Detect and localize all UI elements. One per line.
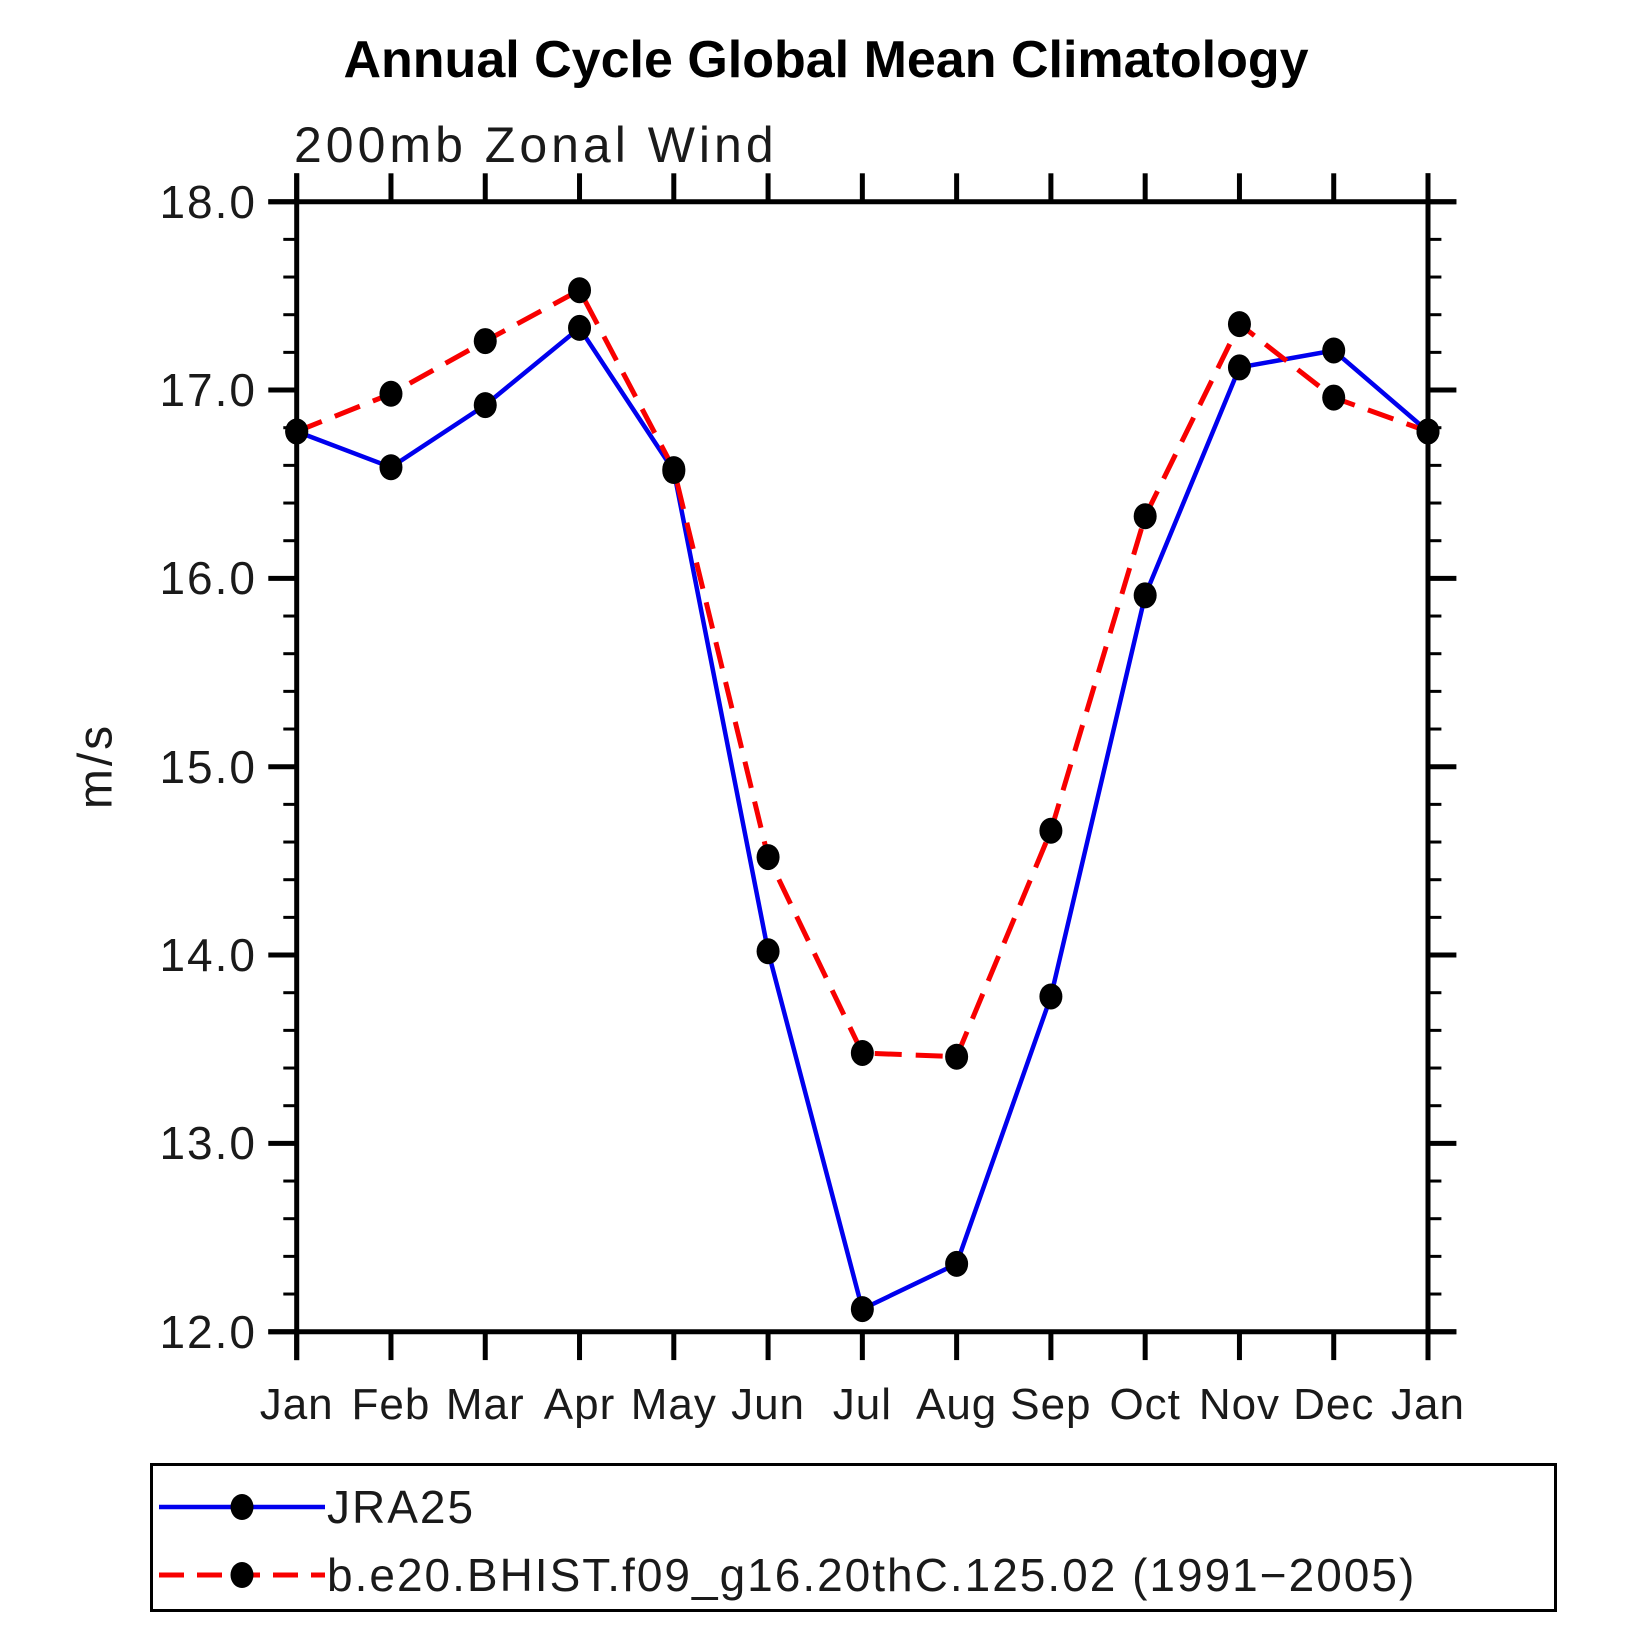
data-point-marker-series-1 [1227,311,1251,338]
y-tick-label: 12.0 [159,1305,257,1358]
legend-marker-1 [230,1562,254,1588]
data-point-marker-series-1 [473,328,497,355]
data-point-marker-series-0 [756,938,780,965]
data-point-marker-series-1 [850,1039,874,1066]
data-point-marker-series-0 [850,1296,874,1323]
data-point-marker-series-1 [1416,418,1440,445]
data-point-marker-series-1 [285,418,309,445]
x-tick-label: Aug [915,1380,998,1429]
data-point-marker-series-1 [945,1043,969,1070]
x-tick-label: Apr [543,1380,616,1429]
data-point-marker-series-1 [662,456,686,483]
legend-label-0: JRA25 [327,1481,476,1533]
x-tick-label: Feb [351,1380,431,1429]
data-point-marker-series-0 [1322,337,1346,364]
x-tick-label: Jun [731,1380,806,1429]
chart-title: Annual Cycle Global Mean Climatology [343,31,1309,89]
data-point-marker-series-1 [568,277,592,304]
data-point-marker-series-0 [1227,354,1251,381]
data-point-marker-series-1 [756,844,780,871]
legend-line-sample [159,1562,325,1588]
x-tick-label: Jul [832,1380,892,1429]
x-tick-label: Dec [1293,1380,1375,1429]
legend-box: JRA25 b.e20.BHIST.f09_g16.20thC.125.02 (1… [150,1463,1557,1612]
x-tick-label: Sep [1010,1380,1092,1429]
x-tick-label: Jan [259,1380,334,1429]
chart-subtitle: 200mb Zonal Wind [294,117,778,173]
data-point-marker-series-0 [945,1250,969,1277]
y-tick-label: 15.0 [159,740,257,793]
y-tick-label: 16.0 [159,552,257,605]
legend-entry: JRA25 [157,1481,476,1533]
series-line-0 [295,324,1430,1313]
y-tick-label: 13.0 [159,1117,257,1170]
series-line-1 [295,286,1429,1060]
legend-entry: b.e20.BHIST.f09_g16.20thC.125.02 (1991−2… [157,1549,1417,1601]
y-tick-label: 18.0 [159,175,257,228]
data-point-marker-series-0 [473,392,497,419]
legend-marker-0 [230,1494,254,1520]
x-tick-label: Nov [1198,1380,1281,1429]
y-tick-label: 17.0 [159,364,257,417]
data-point-marker-series-1 [1133,503,1157,530]
data-point-marker-series-1 [379,380,403,407]
y-tick-label: 14.0 [159,929,257,982]
data-point-marker-series-0 [1039,983,1063,1010]
legend-label-1: b.e20.BHIST.f09_g16.20thC.125.02 (1991−2… [327,1549,1417,1601]
x-tick-label: May [630,1380,717,1429]
x-tick-label: Mar [445,1380,525,1429]
data-point-marker-series-1 [1322,384,1346,411]
data-point-marker-series-0 [379,454,403,481]
legend-line-sample [159,1494,325,1520]
data-point-marker-series-1 [1039,817,1063,844]
x-tick-label: Jan [1391,1380,1465,1429]
x-tick-label: Oct [1109,1380,1181,1429]
data-point-marker-series-0 [568,314,592,341]
data-point-marker-series-0 [1133,582,1157,609]
